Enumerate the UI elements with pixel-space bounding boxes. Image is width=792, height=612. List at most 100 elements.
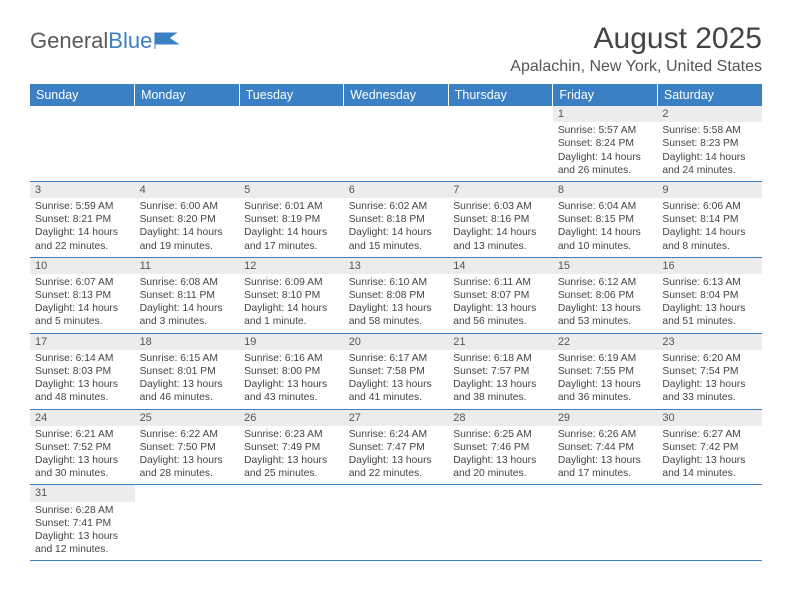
day-detail-line: Sunset: 8:00 PM bbox=[244, 365, 339, 378]
day-detail-line: Sunset: 8:01 PM bbox=[140, 365, 235, 378]
brand-logo: GeneralBlue bbox=[30, 22, 180, 54]
day-detail-line: and 53 minutes. bbox=[558, 315, 653, 328]
weekday-header: Friday bbox=[553, 84, 658, 106]
day-detail-line: and 36 minutes. bbox=[558, 391, 653, 404]
day-details: Sunrise: 5:59 AMSunset: 8:21 PMDaylight:… bbox=[30, 198, 135, 257]
day-detail-line: Daylight: 14 hours bbox=[244, 302, 339, 315]
day-detail-line: Sunset: 8:20 PM bbox=[140, 213, 235, 226]
calendar-table: Sunday Monday Tuesday Wednesday Thursday… bbox=[30, 84, 762, 561]
day-number: 25 bbox=[135, 410, 240, 426]
day-detail-line: Sunset: 7:41 PM bbox=[35, 517, 130, 530]
day-detail-line: and 33 minutes. bbox=[662, 391, 757, 404]
day-number: 13 bbox=[344, 258, 449, 274]
day-detail-line: Sunrise: 6:10 AM bbox=[349, 276, 444, 289]
day-detail-line: Sunset: 8:06 PM bbox=[558, 289, 653, 302]
day-details bbox=[448, 120, 553, 170]
day-detail-line: Daylight: 13 hours bbox=[662, 378, 757, 391]
day-detail-line: Daylight: 14 hours bbox=[558, 151, 653, 164]
month-title: August 2025 bbox=[510, 22, 762, 56]
day-number bbox=[30, 106, 135, 120]
day-number: 7 bbox=[448, 182, 553, 198]
day-detail-line: Sunrise: 6:23 AM bbox=[244, 428, 339, 441]
calendar-cell bbox=[344, 485, 449, 561]
day-detail-line: Sunrise: 6:02 AM bbox=[349, 200, 444, 213]
day-detail-line: and 14 minutes. bbox=[662, 467, 757, 480]
day-detail-line: and 48 minutes. bbox=[35, 391, 130, 404]
day-detail-line: Sunrise: 6:07 AM bbox=[35, 276, 130, 289]
calendar-week-row: 10Sunrise: 6:07 AMSunset: 8:13 PMDayligh… bbox=[30, 257, 762, 333]
day-detail-line: Sunset: 7:55 PM bbox=[558, 365, 653, 378]
day-detail-line: Daylight: 13 hours bbox=[349, 302, 444, 315]
day-detail-line: Sunset: 7:54 PM bbox=[662, 365, 757, 378]
day-details: Sunrise: 6:28 AMSunset: 7:41 PMDaylight:… bbox=[30, 502, 135, 561]
day-details: Sunrise: 6:15 AMSunset: 8:01 PMDaylight:… bbox=[135, 350, 240, 409]
day-number: 2 bbox=[657, 106, 762, 122]
day-detail-line: Sunset: 7:52 PM bbox=[35, 441, 130, 454]
day-detail-line: and 51 minutes. bbox=[662, 315, 757, 328]
calendar-cell: 19Sunrise: 6:16 AMSunset: 8:00 PMDayligh… bbox=[239, 333, 344, 409]
day-number: 19 bbox=[239, 334, 344, 350]
day-detail-line: Daylight: 13 hours bbox=[244, 454, 339, 467]
day-detail-line: Sunset: 7:44 PM bbox=[558, 441, 653, 454]
day-detail-line: Sunrise: 6:08 AM bbox=[140, 276, 235, 289]
calendar-cell: 13 Sunrise: 6:10 AMSunset: 8:08 PMDayligh… bbox=[344, 257, 449, 333]
day-detail-line: Daylight: 13 hours bbox=[349, 378, 444, 391]
day-detail-line: and 43 minutes. bbox=[244, 391, 339, 404]
day-detail-line: Daylight: 14 hours bbox=[244, 226, 339, 239]
day-detail-line: Sunrise: 6:00 AM bbox=[140, 200, 235, 213]
day-number: 4 bbox=[135, 182, 240, 198]
day-detail-line: Sunset: 7:57 PM bbox=[453, 365, 548, 378]
calendar-body: 1Sunrise: 5:57 AMSunset: 8:24 PMDaylight… bbox=[30, 106, 762, 561]
day-detail-line: and 28 minutes. bbox=[140, 467, 235, 480]
day-details: Sunrise: 6:20 AMSunset: 7:54 PMDaylight:… bbox=[657, 350, 762, 409]
calendar-week-row: 1Sunrise: 5:57 AMSunset: 8:24 PMDaylight… bbox=[30, 106, 762, 181]
day-number: 8 bbox=[553, 182, 658, 198]
day-detail-line: Sunset: 7:42 PM bbox=[662, 441, 757, 454]
day-detail-line: Sunrise: 5:58 AM bbox=[662, 124, 757, 137]
day-details bbox=[448, 499, 553, 549]
day-detail-line: Daylight: 14 hours bbox=[35, 302, 130, 315]
day-details bbox=[657, 499, 762, 549]
day-detail-line: and 46 minutes. bbox=[140, 391, 235, 404]
day-detail-line: Daylight: 14 hours bbox=[140, 226, 235, 239]
day-number: 27 bbox=[344, 410, 449, 426]
day-detail-line: and 1 minute. bbox=[244, 315, 339, 328]
day-number: 12 bbox=[239, 258, 344, 274]
day-detail-line: Daylight: 13 hours bbox=[35, 378, 130, 391]
day-details: Sunrise: 6:27 AMSunset: 7:42 PMDaylight:… bbox=[657, 426, 762, 485]
day-number: 10 bbox=[30, 258, 135, 274]
weekday-header: Sunday bbox=[30, 84, 135, 106]
day-details: Sunrise: 6:01 AMSunset: 8:19 PMDaylight:… bbox=[239, 198, 344, 257]
day-detail-line: and 30 minutes. bbox=[35, 467, 130, 480]
day-details: Sunrise: 6:00 AMSunset: 8:20 PMDaylight:… bbox=[135, 198, 240, 257]
day-detail-line: Sunrise: 6:11 AM bbox=[453, 276, 548, 289]
day-detail-line: and 22 minutes. bbox=[349, 467, 444, 480]
day-number bbox=[135, 485, 240, 499]
location-text: Apalachin, New York, United States bbox=[510, 58, 762, 76]
day-number: 6 bbox=[344, 182, 449, 198]
day-detail-line: Sunrise: 6:22 AM bbox=[140, 428, 235, 441]
day-detail-line: Sunrise: 6:12 AM bbox=[558, 276, 653, 289]
day-detail-line: Sunset: 7:50 PM bbox=[140, 441, 235, 454]
day-detail-line: Sunset: 8:08 PM bbox=[349, 289, 444, 302]
day-details bbox=[239, 120, 344, 170]
calendar-cell: 10Sunrise: 6:07 AMSunset: 8:13 PMDayligh… bbox=[30, 257, 135, 333]
day-detail-line: and 10 minutes. bbox=[558, 240, 653, 253]
day-details bbox=[135, 120, 240, 170]
day-number: 26 bbox=[239, 410, 344, 426]
day-detail-line: Sunset: 8:23 PM bbox=[662, 137, 757, 150]
day-detail-line: Sunrise: 6:09 AM bbox=[244, 276, 339, 289]
day-number: 29 bbox=[553, 410, 658, 426]
day-detail-line: Sunrise: 6:13 AM bbox=[662, 276, 757, 289]
calendar-cell: 12Sunrise: 6:09 AMSunset: 8:10 PMDayligh… bbox=[239, 257, 344, 333]
day-number: 24 bbox=[30, 410, 135, 426]
calendar-cell bbox=[239, 106, 344, 181]
day-detail-line: Sunset: 7:49 PM bbox=[244, 441, 339, 454]
day-detail-line: Daylight: 13 hours bbox=[349, 454, 444, 467]
day-detail-line: Sunset: 7:47 PM bbox=[349, 441, 444, 454]
day-detail-line: Sunrise: 6:19 AM bbox=[558, 352, 653, 365]
calendar-cell bbox=[135, 106, 240, 181]
calendar-week-row: 31Sunrise: 6:28 AMSunset: 7:41 PMDayligh… bbox=[30, 485, 762, 561]
day-detail-line: and 41 minutes. bbox=[349, 391, 444, 404]
day-detail-line: Sunrise: 6:06 AM bbox=[662, 200, 757, 213]
